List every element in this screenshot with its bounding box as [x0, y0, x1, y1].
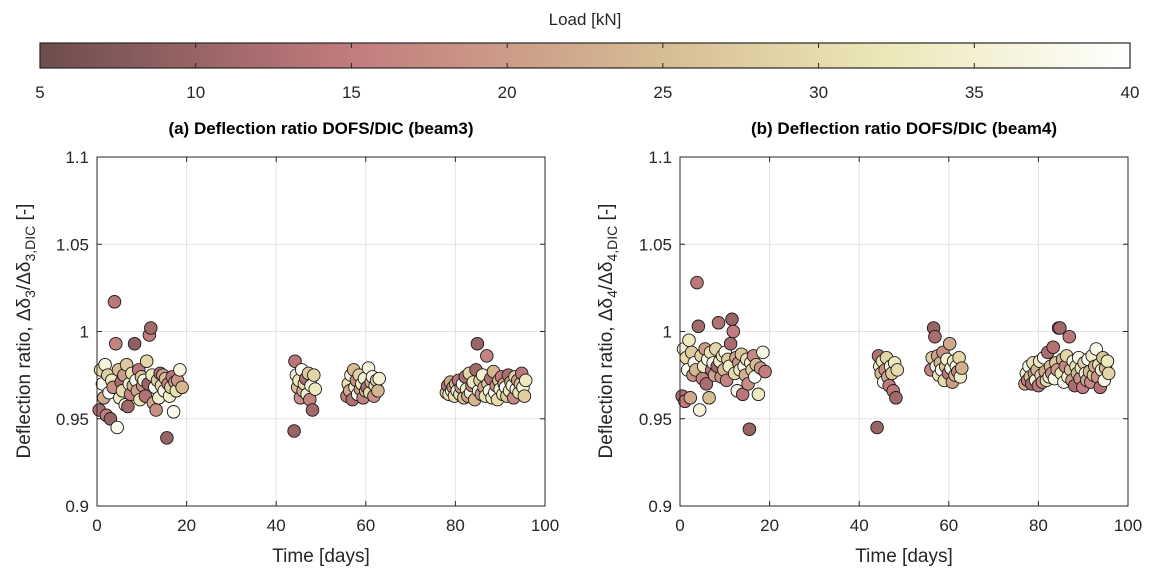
panel-b-xlabel: Time [days]	[855, 546, 953, 567]
panel-b-xtick-label: 0	[675, 516, 684, 535]
panel-b-data-point	[723, 336, 738, 351]
panel-a-data-point	[518, 373, 533, 388]
panel-b-data-point	[735, 387, 750, 402]
panel-a-data-point	[372, 371, 386, 386]
panel-b-xtick-label: 80	[1029, 516, 1048, 535]
colorbar-label: Load [kN]	[549, 10, 622, 29]
panel-a-title: (a) Deflection ratio DOFS/DIC (beam3)	[168, 119, 473, 138]
panel-b-points	[675, 275, 1116, 436]
panel-a-data-point	[305, 403, 320, 417]
panel-b-data-point	[756, 345, 770, 360]
panel-a-data-point	[166, 405, 181, 419]
panel-b-data-point	[1046, 340, 1060, 354]
panel-a-data-point	[470, 336, 485, 351]
panel-a-data-point	[149, 403, 163, 417]
panel-a-data-point	[139, 354, 154, 368]
panel-b-data-point	[751, 387, 766, 402]
panel-a-data-point	[127, 336, 142, 351]
panel-a-ytick-label: 0.9	[65, 497, 89, 516]
panel-b-ticks: 0 20 40 60 80 100 0.9 0.95 1 1.05 1.1	[639, 148, 1142, 535]
panel-b-data-point	[726, 324, 741, 339]
panel-b-ytick-label: 0.9	[648, 497, 672, 516]
panel-b-data-point	[699, 377, 714, 391]
panel-b-data-point	[890, 363, 905, 377]
panel-a-data-point	[173, 363, 187, 377]
colorbar-tick-label: 20	[498, 83, 517, 102]
panel-a-data-point	[175, 380, 189, 395]
panel-a-data-point	[109, 336, 123, 351]
panel-a-ticks: 0 20 40 60 80 100 0.9 0.95 1 1.05 1.1	[56, 148, 559, 535]
panel-a-xtick-label: 60	[356, 516, 375, 535]
panel-b-data-point	[691, 319, 706, 334]
panel-b-title: (b) Deflection ratio DOFS/DIC (beam4)	[751, 119, 1057, 138]
panel-b-data-point	[758, 364, 772, 379]
panel-b-data-point	[870, 420, 884, 435]
panel-a-data-point	[107, 295, 122, 309]
colorbar-tick-label: 10	[186, 83, 205, 102]
panel-a-data-point	[371, 384, 385, 398]
panel-b-data-point	[702, 391, 716, 405]
panel-a-ytick-label: 1.05	[56, 235, 89, 254]
panel-b-xtick-label: 20	[760, 516, 779, 535]
panel-b-ylabel: Deflection ratio, Δδ4/Δδ4,DIC [-]	[596, 204, 620, 459]
panel-b-ytick-label: 0.95	[639, 410, 672, 429]
panel-a-ylabel: Deflection ratio, Δδ3/Δδ3,DIC [-]	[14, 204, 38, 459]
panel-b-data-point	[692, 403, 707, 417]
panel-a-xlabel: Time [days]	[272, 546, 370, 567]
panel-a-xtick-label: 0	[92, 516, 101, 535]
colorbar-ticks: 5 10 15 20 25 30 35 40	[35, 43, 1139, 102]
panel-b-data-point	[725, 312, 739, 327]
panel-b-data-point	[742, 422, 757, 436]
panel-a-data-point	[160, 431, 174, 445]
colorbar-tick-label: 30	[809, 83, 828, 102]
colorbar-tick-label: 15	[342, 83, 361, 102]
panel-b-data-point	[1062, 329, 1077, 344]
colorbar-tick-label: 35	[965, 83, 984, 102]
panel-a-data-point	[110, 420, 124, 435]
panel-a-data-point	[517, 389, 532, 403]
panel-a-xtick-label: 20	[177, 516, 196, 535]
panel-b: (b) Deflection ratio DOFS/DIC (beam4) 0 2…	[596, 119, 1142, 567]
panel-a-ytick-label: 1	[80, 323, 89, 342]
panel-b-data-point	[889, 391, 903, 405]
panel-a-data-point	[121, 399, 135, 414]
panel-b-ytick-label: 1.1	[648, 148, 672, 167]
colorbar-tick-label: 5	[35, 83, 44, 102]
colorbar-tick-label: 25	[653, 83, 672, 102]
panel-b-data-point	[683, 391, 698, 405]
colorbar-tick-label: 40	[1121, 83, 1140, 102]
panel-b-data-point	[1101, 366, 1116, 381]
panel-b-data-point	[711, 316, 726, 330]
panel-a-grid	[97, 157, 545, 506]
colorbar-gradient	[39, 42, 1131, 69]
panel-b-data-point	[942, 336, 957, 351]
panel-a-ytick-label: 1.1	[65, 148, 89, 167]
panel-b-data-point	[928, 329, 942, 344]
panel-b-grid	[680, 157, 1128, 506]
panel-a-xtick-label: 100	[531, 516, 559, 535]
panel-a-data-point	[308, 382, 322, 396]
panel-b-xtick-label: 40	[850, 516, 869, 535]
panel-b-data-point	[1053, 321, 1067, 335]
colorbar: Load [kN] 5 10 15 20 25 30 35 40	[35, 10, 1139, 102]
panel-a-ytick-label: 0.95	[56, 410, 89, 429]
panel-a-xtick-label: 40	[267, 516, 286, 535]
panel-a-xtick-label: 80	[446, 516, 465, 535]
panel-b-data-point	[682, 333, 696, 347]
panel-a-data-point	[307, 368, 321, 382]
panel-b-data-point	[955, 361, 969, 375]
panel-b-xtick-label: 100	[1114, 516, 1142, 535]
panel-b-ytick-label: 1	[663, 323, 672, 342]
panel-a-data-point	[287, 424, 301, 438]
panel-b-xtick-label: 60	[939, 516, 958, 535]
panel-a-data-point	[144, 321, 158, 335]
panel-b-data-point	[1100, 354, 1115, 368]
panel-b-ytick-label: 1.05	[639, 235, 672, 254]
panel-b-data-point	[690, 275, 704, 290]
panel-a-data-point	[480, 349, 494, 363]
panel-a: (a) Deflection ratio DOFS/DIC (beam3) 0 2…	[14, 119, 559, 567]
panel-a-points	[92, 295, 533, 445]
